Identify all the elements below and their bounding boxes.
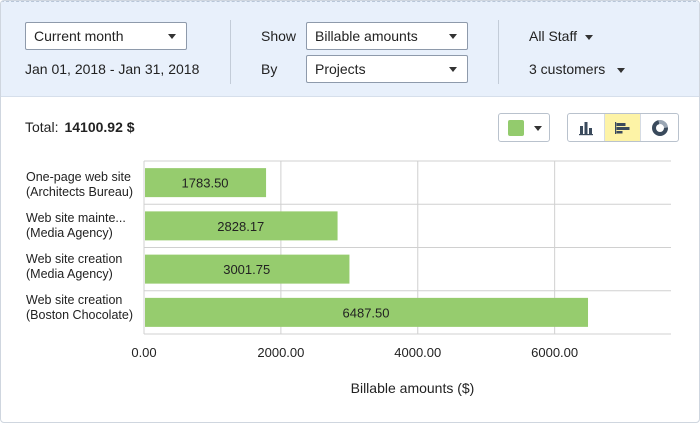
by-select[interactable]: Projects [306,55,468,83]
show-label: Show [261,28,297,44]
x-tick-label: 4000.00 [394,345,441,360]
bar-value-label: 2828.17 [217,219,264,234]
bar-chart-button[interactable] [604,114,642,141]
category-line: Web site creation [26,252,123,266]
category-line: Web site creation [26,293,123,307]
category-line: (Media Agency) [26,226,113,240]
column-chart-button[interactable] [568,114,605,141]
period-select-value: Current month [34,28,124,44]
period-select[interactable]: Current month [25,22,187,50]
bar-chart: 0.00 2000.00 4000.00 6000.00 1783.50 2828.17 3… [131,160,671,396]
customers-dropdown[interactable]: 3 customers [529,61,626,77]
customers-dropdown-value: 3 customers [529,61,606,77]
chevron-down-icon [449,34,457,39]
category-label: One-page web site (Architects Bureau) [26,170,133,200]
show-select[interactable]: Billable amounts [306,22,468,50]
bar [145,254,350,284]
category-line: Web site mainte... [26,211,126,225]
x-axis-title: Billable amounts ($) [351,380,475,396]
chart-type-toggle [567,113,679,142]
total-label: Total: [25,119,59,135]
total-value: 14100.92 $ [64,119,135,135]
bar [145,168,267,198]
date-range: Jan 01, 2018 - Jan 31, 2018 [25,61,200,77]
bar-value-label: 1783.50 [182,176,229,191]
show-select-value: Billable amounts [315,28,418,44]
by-label: By [261,61,278,77]
divider [498,20,499,84]
by-select-value: Projects [315,61,366,77]
category-label: Web site creation (Boston Chocolate) [26,293,133,323]
color-swatch-icon [508,120,524,136]
chevron-down-icon [585,34,593,40]
chevron-down-icon [534,126,542,131]
chevron-down-icon [449,67,457,72]
bar [145,297,589,327]
x-tick-label: 6000.00 [531,345,578,360]
category-line: One-page web site [26,170,131,184]
chevron-down-icon [617,67,626,73]
bar-value-label: 3001.75 [223,262,270,277]
x-tick-label: 0.00 [131,345,156,360]
bar [145,211,338,241]
column-chart-icon [578,121,593,135]
category-line: (Boston Chocolate) [26,308,134,322]
chevron-down-icon [168,34,176,39]
bar-chart-icon [614,121,629,134]
category-label: Web site mainte... (Media Agency) [26,211,126,241]
filter-bar: Current month Jan 01, 2018 - Jan 31, 201… [1,1,699,97]
x-tick-label: 2000.00 [257,345,304,360]
category-label: Web site creation (Media Agency) [26,252,122,282]
category-line: (Media Agency) [26,267,113,281]
donut-chart-icon [651,119,668,136]
donut-chart-button[interactable] [641,114,678,141]
color-picker[interactable] [498,113,550,142]
total-summary: Total: 14100.92 $ [25,119,135,135]
bar-value-label: 6487.50 [343,305,390,320]
staff-dropdown-value: All Staff [529,28,577,44]
category-line: (Architects Bureau) [26,185,133,199]
staff-dropdown[interactable]: All Staff [529,28,593,44]
divider [230,20,231,84]
